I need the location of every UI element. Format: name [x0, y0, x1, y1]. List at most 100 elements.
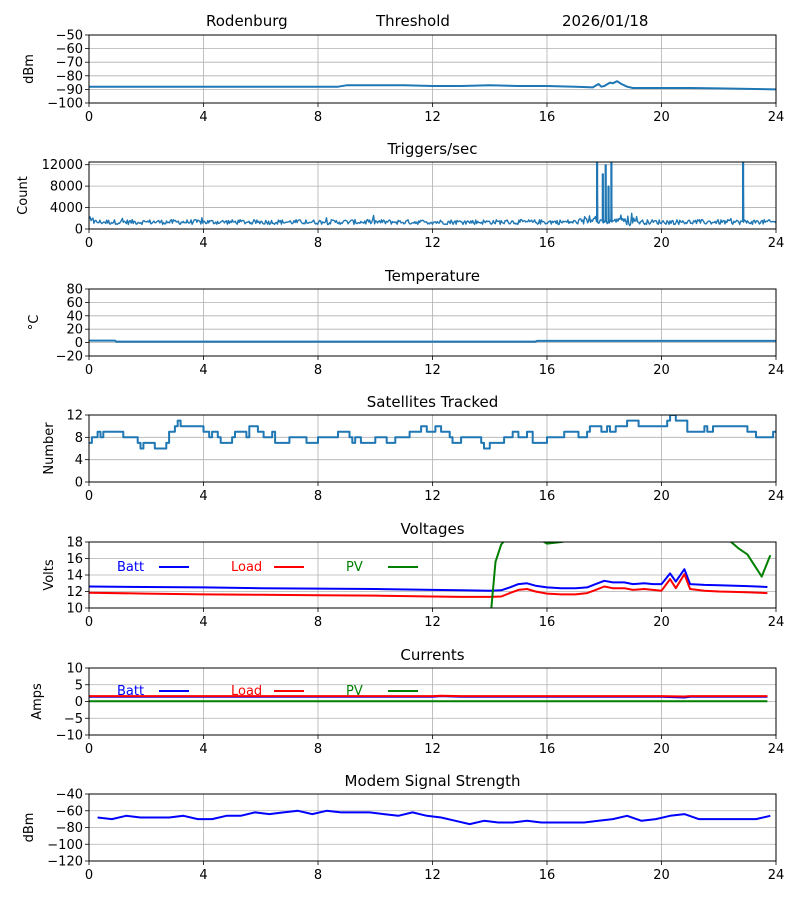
threshold-title: Threshold	[376, 12, 450, 30]
y-tick-label: −120	[47, 855, 83, 870]
x-tick-label: 24	[768, 742, 785, 757]
y-tick-label: 12	[66, 585, 83, 600]
legend-label-pv: PV	[346, 684, 363, 699]
legend-label-batt: Batt	[117, 684, 144, 699]
chart-title: Satellites Tracked	[367, 393, 498, 411]
x-tick-label: 16	[539, 742, 556, 757]
x-tick-label: 0	[85, 868, 93, 883]
y-tick-label: 12	[66, 409, 83, 424]
x-tick-label: 4	[199, 742, 207, 757]
x-tick-label: 12	[424, 742, 441, 757]
y-tick-label: −60	[56, 42, 83, 57]
y-tick-label: 0	[75, 336, 83, 351]
threshold-series-threshold	[89, 80, 776, 91]
voltages-series-batt	[89, 568, 768, 592]
x-tick-label: 16	[539, 110, 556, 125]
y-axis-label: °C	[27, 315, 42, 331]
x-tick-label: 0	[85, 489, 93, 504]
x-tick-label: 16	[539, 363, 556, 378]
currents-series-load	[89, 694, 768, 698]
x-tick-label: 24	[768, 868, 785, 883]
y-tick-label: 60	[66, 296, 83, 311]
x-tick-label: 24	[768, 363, 785, 378]
x-tick-label: 24	[768, 615, 785, 630]
y-tick-label: 0	[75, 223, 83, 238]
date-title: 2026/01/18	[562, 12, 649, 30]
y-tick-label: −60	[56, 804, 83, 819]
y-axis-label: Number	[42, 422, 57, 475]
modem-series-modem	[97, 809, 771, 826]
y-tick-label: 16	[66, 552, 83, 567]
threshold-panel: 0 4 8 12 16 20 24 −50−60−70−80−90−100 dBm	[22, 29, 784, 126]
legend: Batt Load PV	[117, 560, 418, 575]
y-axis-label: Amps	[30, 683, 45, 720]
satellites-panel: 0 4 8 12 16 20 24 12 8 4 0 Number Satellites Tracked	[42, 393, 784, 504]
x-tick-label: 0	[85, 615, 93, 630]
x-tick-label: 20	[653, 110, 670, 125]
x-tick-label: 20	[653, 742, 670, 757]
triggers-panel: 0 4 8 12 16 20 24 12000 8000 4000 0 Count Triggers/s…	[16, 140, 784, 251]
y-tick-label: 4000	[50, 201, 83, 216]
x-tick-label: 8	[314, 615, 322, 630]
legend: Batt Load PV	[117, 684, 418, 699]
voltages-series-pv	[490, 542, 772, 608]
x-tick-label: 0	[85, 363, 93, 378]
y-tick-label: 14	[66, 569, 83, 584]
y-axis-label: Volts	[42, 559, 57, 591]
satellites-series-satellites	[89, 415, 776, 450]
x-tick-label: 16	[539, 489, 556, 504]
chart-title: Currents	[400, 646, 464, 664]
x-tick-label: 4	[199, 363, 207, 378]
y-tick-label: 10	[66, 602, 83, 617]
x-tick-label: 12	[424, 489, 441, 504]
triggers-series-triggers	[89, 162, 776, 227]
y-tick-label: −100	[47, 97, 83, 112]
x-tick-label: 20	[653, 489, 670, 504]
y-axis-label: dBm	[22, 54, 37, 84]
y-tick-label: −40	[56, 788, 83, 803]
x-tick-label: 0	[85, 742, 93, 757]
x-tick-label: 12	[424, 236, 441, 251]
x-tick-label: 8	[314, 742, 322, 757]
y-tick-label: 0	[75, 695, 83, 710]
station-title: Rodenburg	[206, 12, 288, 30]
x-tick-label: 16	[539, 615, 556, 630]
x-tick-label: 12	[424, 615, 441, 630]
x-tick-label: 24	[768, 236, 785, 251]
y-tick-label: −5	[64, 712, 83, 727]
modem-panel: 0 4 8 12 16 20 24 −40−60 −80 −100 −120 dBm Modem Sig…	[22, 772, 784, 883]
y-tick-label: 0	[75, 476, 83, 491]
x-tick-label: 12	[424, 868, 441, 883]
y-tick-label: −20	[56, 350, 83, 365]
x-tick-label: 20	[653, 236, 670, 251]
y-tick-label: 20	[66, 323, 83, 338]
y-tick-label: 4	[75, 453, 83, 468]
x-tick-label: 24	[768, 489, 785, 504]
y-tick-label: −50	[56, 29, 83, 44]
x-tick-label: 4	[199, 868, 207, 883]
x-tick-label: 4	[199, 110, 207, 125]
y-axis-label: Count	[16, 176, 31, 215]
y-tick-label: 12000	[42, 158, 83, 173]
x-tick-label: 12	[424, 110, 441, 125]
temperature-series-temperature	[89, 339, 776, 343]
x-tick-label: 0	[85, 236, 93, 251]
legend-label-pv: PV	[346, 560, 363, 575]
chart-title: Modem Signal Strength	[345, 772, 521, 790]
y-tick-label: 5	[75, 678, 83, 693]
x-tick-label: 8	[314, 868, 322, 883]
x-tick-label: 4	[199, 236, 207, 251]
x-tick-label: 8	[314, 110, 322, 125]
y-axis-label: dBm	[22, 813, 37, 843]
y-tick-label: 10	[66, 662, 83, 677]
y-tick-label: 8	[75, 431, 83, 446]
x-tick-label: 24	[768, 110, 785, 125]
x-tick-label: 0	[85, 110, 93, 125]
x-tick-label: 4	[199, 615, 207, 630]
chart-title: Triggers/sec	[387, 140, 478, 158]
y-tick-label: 40	[66, 309, 83, 324]
y-tick-label: 80	[66, 283, 83, 298]
chart-title: Voltages	[400, 520, 464, 538]
